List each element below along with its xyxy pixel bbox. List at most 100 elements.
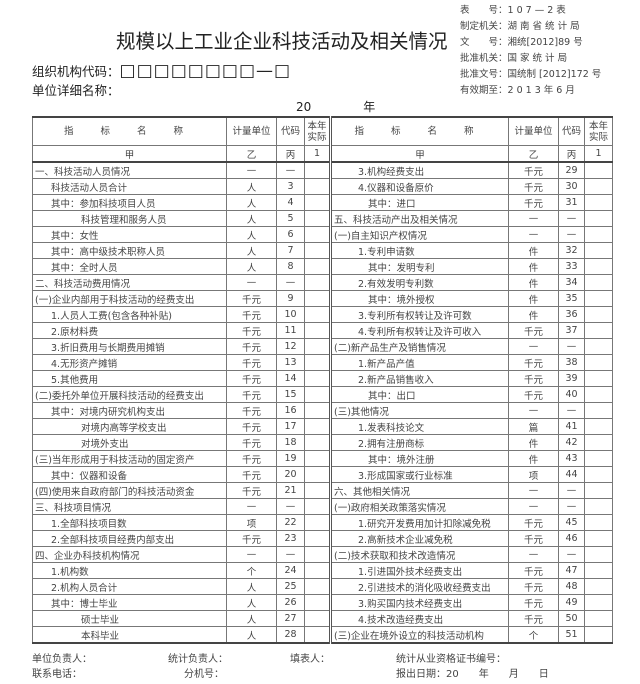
value-input[interactable] bbox=[584, 386, 613, 403]
value-input[interactable] bbox=[304, 466, 332, 483]
indicator-name: 1.新产品产值 bbox=[330, 354, 509, 371]
value-input[interactable] bbox=[304, 482, 332, 499]
value-input[interactable] bbox=[584, 370, 613, 387]
value-input[interactable] bbox=[584, 290, 613, 307]
value-input[interactable] bbox=[584, 466, 613, 483]
value-input[interactable] bbox=[584, 306, 613, 323]
indicator-name: 四、企业办科技机构情况 bbox=[32, 546, 227, 563]
unit-cell: — bbox=[508, 498, 559, 515]
value-input[interactable] bbox=[304, 338, 332, 355]
unit-cell: — bbox=[508, 546, 559, 563]
value-input[interactable] bbox=[584, 546, 613, 563]
code-cell: 51 bbox=[558, 626, 585, 644]
indicator-name: 5.其他费用 bbox=[32, 370, 227, 387]
unit-cell: 个 bbox=[508, 626, 559, 644]
value-input[interactable] bbox=[584, 450, 613, 467]
value-input[interactable] bbox=[304, 242, 332, 259]
value-input[interactable] bbox=[584, 338, 613, 355]
value-input[interactable] bbox=[304, 626, 332, 644]
value-input[interactable] bbox=[304, 402, 332, 419]
value-input[interactable] bbox=[304, 290, 332, 307]
value-input[interactable] bbox=[584, 354, 613, 371]
value-input[interactable] bbox=[584, 482, 613, 499]
filler-label: 填表人： bbox=[290, 654, 330, 665]
value-input[interactable] bbox=[584, 161, 613, 179]
indicator-name: 1.人员人工费(包含各种补贴) bbox=[32, 306, 227, 323]
meta-line: 批准机关：国 家 统 计 局 bbox=[460, 53, 568, 64]
value-input[interactable] bbox=[584, 498, 613, 515]
meta-line: 有效期至：2 0 1 3 年 6 月 bbox=[460, 85, 575, 96]
value-input[interactable] bbox=[304, 594, 332, 611]
indicator-name: 2.机构人员合计 bbox=[32, 578, 227, 595]
value-input[interactable] bbox=[304, 434, 332, 451]
indicator-name: 六、其他相关情况 bbox=[330, 482, 509, 499]
value-input[interactable] bbox=[304, 450, 332, 467]
value-input[interactable] bbox=[304, 194, 332, 211]
value-input[interactable] bbox=[304, 226, 332, 243]
value-input[interactable] bbox=[304, 354, 332, 371]
value-input[interactable] bbox=[584, 594, 613, 611]
value-input[interactable] bbox=[304, 562, 332, 579]
value-input[interactable] bbox=[584, 562, 613, 579]
indicator-name: (一)企业内部用于科技活动的经费支出 bbox=[32, 290, 227, 307]
indicator-name: 二、科技活动费用情况 bbox=[32, 274, 227, 291]
value-input[interactable] bbox=[304, 370, 332, 387]
value-input[interactable] bbox=[584, 178, 613, 195]
code-cell: 19 bbox=[276, 450, 305, 467]
value-input[interactable] bbox=[304, 514, 332, 531]
value-input[interactable] bbox=[304, 274, 332, 291]
value-input[interactable] bbox=[584, 226, 613, 243]
code-cell: 49 bbox=[558, 594, 585, 611]
value-input[interactable] bbox=[304, 530, 332, 547]
table-row: (一)企业内部用于科技活动的经费支出 千元 9 其中：境外授权件 35 bbox=[32, 290, 613, 307]
value-input[interactable] bbox=[584, 610, 613, 627]
value-input[interactable] bbox=[584, 514, 613, 531]
table-row: 4.无形资产摊销 千元 13 1.新产品产值 千元 38 bbox=[32, 354, 613, 371]
value-input[interactable] bbox=[584, 578, 613, 595]
table-row: 科技活动人员合计人 3 4.仪器和设备原价 千元 30 bbox=[32, 178, 613, 195]
value-input[interactable] bbox=[584, 194, 613, 211]
value-input[interactable] bbox=[584, 530, 613, 547]
value-input[interactable] bbox=[304, 322, 332, 339]
value-input[interactable] bbox=[304, 418, 332, 435]
unit-cell: 千元 bbox=[508, 578, 559, 595]
code-cell: 30 bbox=[558, 178, 585, 195]
indicator-name: 1.发表科技论文 bbox=[330, 418, 509, 435]
code-cell: 28 bbox=[276, 626, 305, 644]
phone-label: 联系电话： bbox=[32, 669, 82, 680]
header-code: 代码 bbox=[276, 116, 305, 146]
indicator-name: 其中：进口 bbox=[330, 194, 509, 211]
value-input[interactable] bbox=[584, 322, 613, 339]
unit-cell: 千元 bbox=[226, 434, 277, 451]
value-input[interactable] bbox=[584, 402, 613, 419]
value-input[interactable] bbox=[304, 610, 332, 627]
value-input[interactable] bbox=[304, 498, 332, 515]
value-input[interactable] bbox=[304, 306, 332, 323]
code-cell: — bbox=[276, 274, 305, 291]
org-code-boxes[interactable]: □□□□□□□□—□ bbox=[119, 61, 292, 81]
value-input[interactable] bbox=[584, 434, 613, 451]
value-input[interactable] bbox=[584, 626, 613, 644]
table-row: 对境内高等学校支出 千元 17 1.发表科技论文篇 41 bbox=[32, 418, 613, 435]
indicator-name: 其中：出口 bbox=[330, 386, 509, 403]
year-prefix: 20 bbox=[296, 100, 312, 114]
value-input[interactable] bbox=[584, 258, 613, 275]
value-input[interactable] bbox=[304, 161, 332, 179]
code-cell: 43 bbox=[558, 450, 585, 467]
value-input[interactable] bbox=[304, 178, 332, 195]
table-row: 其中：参加科技项目人员人 4 其中：进口 千元 31 bbox=[32, 194, 613, 211]
value-input[interactable] bbox=[304, 578, 332, 595]
value-input[interactable] bbox=[304, 210, 332, 227]
value-input[interactable] bbox=[304, 386, 332, 403]
code-cell: 14 bbox=[276, 370, 305, 387]
value-input[interactable] bbox=[304, 258, 332, 275]
org-code-field[interactable]: 组织机构代码：□□□□□□□□—□ bbox=[32, 62, 291, 81]
unit-cell: 人 bbox=[226, 258, 277, 275]
value-input[interactable] bbox=[584, 242, 613, 259]
value-input[interactable] bbox=[584, 274, 613, 291]
code-cell: 11 bbox=[276, 322, 305, 339]
value-input[interactable] bbox=[304, 546, 332, 563]
value-input[interactable] bbox=[584, 210, 613, 227]
unit-cell: 人 bbox=[226, 226, 277, 243]
value-input[interactable] bbox=[584, 418, 613, 435]
